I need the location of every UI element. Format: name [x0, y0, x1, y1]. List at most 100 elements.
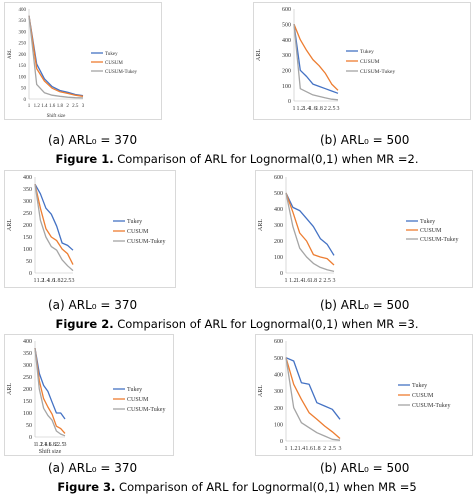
- y-tick-label: 0: [24, 98, 27, 103]
- figure-2-text: Comparison of ARL for Lognormal(0,1) whe…: [113, 317, 419, 331]
- legend-label-cusum-tukey: CUSUM-Tukey: [420, 237, 458, 243]
- chart-fig3b: 0 100 200 300 400 500 600 1 1.2 1.4 1.6 1.8 2 2.5 3 ARL…: [255, 334, 473, 456]
- x-tick-label: 3: [337, 106, 340, 112]
- x-tick-label: 2: [66, 104, 69, 109]
- x-tick-label: 2.5: [57, 442, 65, 448]
- y-tick-label: 100: [274, 422, 283, 428]
- sublabel-fig3b: (b) ARL₀ = 500: [320, 461, 410, 475]
- y-tick-label: 300: [23, 199, 32, 205]
- y-tick-label: 400: [23, 175, 32, 181]
- x-tick-label: 2.5: [328, 106, 336, 112]
- figure-1-text: Comparison of ARL for Lognormal(0,1) whe…: [113, 152, 419, 166]
- x-tick-label: 1.8: [53, 278, 61, 284]
- x-tick-label: 1.2: [290, 446, 298, 452]
- y-tick-label: 50: [26, 259, 32, 265]
- y-tick-label: 250: [23, 375, 32, 381]
- x-tick-label: 2.5: [72, 104, 79, 109]
- y-tick-label: 0: [288, 99, 291, 105]
- y-tick-label: 600: [274, 339, 283, 345]
- y-tick-label: 400: [23, 339, 32, 345]
- legend-label-cusum-tukey: CUSUM-Tukey: [360, 69, 396, 75]
- y-tick-label: 600: [282, 7, 291, 13]
- y-tick-label: 100: [274, 255, 283, 261]
- x-tick-label: 3: [72, 278, 75, 284]
- y-tick-label: 400: [19, 8, 27, 13]
- sublabel-fig1b: (b) ARL₀ = 500: [320, 133, 410, 147]
- y-tick-label: 150: [23, 399, 32, 405]
- chart-fig1b: 0 100 200 300 400 500 600 1 1.2 1.4 1.6 1.8 2 2.5 3 ARL…: [253, 2, 471, 120]
- x-axis-title: Shift size: [39, 448, 62, 455]
- series-line-cusum-tukey: [285, 357, 341, 441]
- series-line-cusum-tukey: [285, 192, 335, 273]
- legend-label-tukey: Tukey: [420, 219, 435, 225]
- x-tick-label: 2.5: [323, 278, 331, 284]
- x-tick-label: 1: [285, 446, 288, 452]
- y-tick-label: 100: [23, 411, 32, 417]
- series-line-cusum-tukey: [34, 184, 74, 272]
- x-tick-label: 1.4: [298, 446, 306, 452]
- x-tick-label: 3: [64, 442, 67, 448]
- x-tick-label: 1.8: [315, 106, 323, 112]
- y-tick-label: 350: [23, 351, 32, 357]
- x-tick-label: 3: [333, 278, 336, 284]
- x-tick-label: 1.4: [296, 278, 304, 284]
- x-tick-label: 2: [323, 446, 326, 452]
- x-tick-label: 1: [28, 104, 31, 109]
- sublabel-fig3a: (a) ARL₀ = 370: [48, 461, 138, 475]
- legend-label-cusum: CUSUM: [105, 61, 123, 66]
- y-tick-label: 200: [282, 68, 291, 74]
- figure-3-caption: Figure 3. Comparison of ARL for Lognorma…: [0, 480, 474, 494]
- y-tick-label: 200: [274, 239, 283, 245]
- x-tick-label: 2: [324, 106, 327, 112]
- sublabel-fig1a: (a) ARL₀ = 370: [48, 133, 138, 147]
- x-tick-label: 1.2: [36, 442, 44, 448]
- y-axis-title: ARL: [258, 219, 264, 231]
- x-tick-label: 2: [319, 278, 322, 284]
- x-axis-title: Shift size: [47, 114, 67, 119]
- x-tick-label: 2: [61, 278, 64, 284]
- legend-label-tukey: Tukey: [127, 387, 142, 393]
- chart-fig1a: 0 50 100 150 200 250 300 350 400 1 1.2 1.4 1.6 1.8 2 2.…: [4, 2, 162, 120]
- chart-fig2a: 0 50 100 150 200 250 300 350 400 1 1.2 1.4 1.6 1.8 2 2.…: [4, 170, 176, 288]
- figure-3-label: Figure 3.: [57, 480, 116, 494]
- y-tick-label: 200: [274, 406, 283, 412]
- x-tick-label: 2: [55, 442, 58, 448]
- x-tick-label: 1.2: [289, 278, 297, 284]
- series-line-cusum: [34, 184, 74, 265]
- y-axis-title: ARL: [258, 385, 264, 397]
- x-tick-label: 1: [285, 278, 288, 284]
- series-line-cusum: [293, 24, 339, 91]
- y-tick-label: 150: [19, 64, 27, 69]
- series-line-cusum-tukey: [34, 348, 66, 437]
- legend-label-cusum: CUSUM: [127, 397, 149, 403]
- legend-label-tukey: Tukey: [360, 49, 374, 55]
- y-tick-label: 300: [23, 363, 32, 369]
- y-tick-label: 0: [280, 439, 283, 445]
- y-tick-label: 350: [23, 187, 32, 193]
- legend-label-cusum-tukey: CUSUM-Tukey: [105, 70, 138, 75]
- figure-1-label: Figure 1.: [55, 152, 114, 166]
- x-tick-label: 1.6: [44, 442, 52, 448]
- series-line-cusum: [28, 15, 84, 97]
- x-tick-label: 1: [34, 442, 37, 448]
- y-axis-title: ARL: [256, 49, 262, 61]
- y-tick-label: 500: [274, 356, 283, 362]
- x-tick-label: 3: [82, 104, 85, 109]
- series-line-tukey: [285, 192, 335, 256]
- y-tick-label: 200: [19, 53, 27, 58]
- series-line-tukey: [28, 15, 84, 97]
- x-tick-label: 1.8: [313, 446, 321, 452]
- y-tick-label: 400: [274, 207, 283, 213]
- x-tick-label: 1.8: [48, 442, 56, 448]
- y-tick-label: 400: [274, 372, 283, 378]
- legend-label-tukey: Tukey: [127, 219, 142, 225]
- y-tick-label: 300: [274, 223, 283, 229]
- y-tick-label: 400: [282, 38, 291, 44]
- chart-fig3a: 0 50 100 150 200 250 300 350 400 1 1.2 1.4 1.6 1.8 2 2.…: [4, 334, 174, 456]
- sublabel-fig2a: (a) ARL₀ = 370: [48, 298, 138, 312]
- y-tick-label: 200: [23, 387, 32, 393]
- chart-fig2b: 0 100 200 300 400 500 600 1 1.2 1.4 1.6 1.8 2 2.5 3 ARL…: [255, 170, 473, 288]
- x-tick-label: 1.6: [305, 446, 313, 452]
- y-tick-label: 250: [19, 42, 27, 47]
- series-line-cusum: [285, 192, 335, 266]
